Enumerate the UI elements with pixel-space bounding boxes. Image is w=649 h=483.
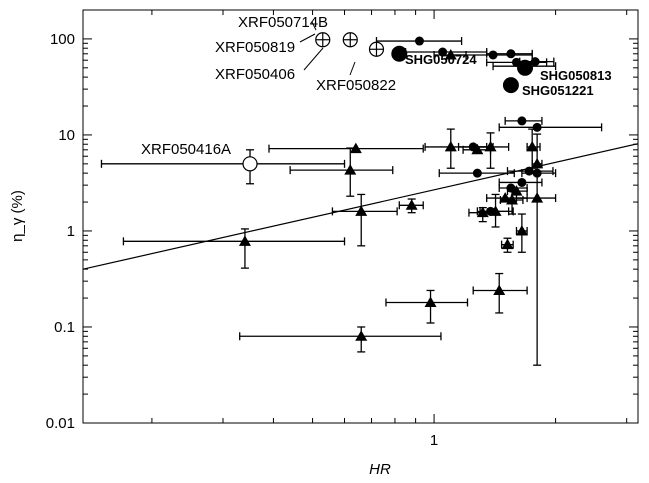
annotation-label: XRF050819 <box>215 39 295 56</box>
annotation-pointer <box>349 61 356 76</box>
data-point-triangle <box>405 199 418 210</box>
annotation-label: SHG050724 <box>405 52 477 67</box>
data-point-triangle <box>515 224 528 236</box>
data-point-shg <box>391 45 408 62</box>
y-tick-label: 0.1 <box>54 319 75 336</box>
fit-line <box>82 143 639 270</box>
data-point-triangle <box>531 192 544 203</box>
data-point-circle <box>438 47 448 57</box>
annotation-pointer <box>311 21 317 31</box>
annotation-label: SHG051221 <box>522 83 594 98</box>
data-point-triangle <box>526 140 539 152</box>
annotation-label: SHG050813 <box>540 68 612 83</box>
data-point-triangle <box>493 284 506 295</box>
y-tick-label: 100 <box>50 31 75 48</box>
data-point-circle <box>532 122 542 132</box>
annotation-pointer <box>299 33 316 43</box>
data-point-triangle <box>344 164 357 175</box>
y-axis-label: η_γ (%) <box>9 190 26 242</box>
data-point-triangle <box>444 140 457 152</box>
data-point-triangle <box>355 205 368 216</box>
data-point-triangle <box>355 330 368 341</box>
data-point-triangle <box>510 185 523 196</box>
data-point-triangle <box>238 235 251 246</box>
annotation-pointer <box>303 47 324 71</box>
annotation-label: XRF050714B <box>238 14 328 31</box>
data-point-circle <box>506 183 516 193</box>
data-point-shg <box>517 59 534 76</box>
data-point-shg <box>502 77 519 94</box>
data-point-triangle <box>531 157 544 169</box>
data-point-triangle <box>506 194 519 205</box>
data-point-xrf <box>242 156 258 172</box>
data-point-circle <box>472 168 482 178</box>
data-point-triangle <box>471 143 484 155</box>
data-point-circle <box>517 177 527 187</box>
data-point-triangle <box>484 140 497 152</box>
y-tick-label: 0.01 <box>46 415 75 432</box>
x-axis-label: HR <box>369 461 391 478</box>
data-point-triangle <box>424 296 437 307</box>
data-point-circle <box>414 36 424 46</box>
data-point-circle <box>530 57 540 67</box>
x-tick-label: 1 <box>430 432 438 449</box>
plot-frame <box>82 9 639 424</box>
annotation-label: XRF050822 <box>316 77 396 94</box>
annotation-label: XRF050406 <box>215 66 295 83</box>
data-point-triangle <box>501 238 514 250</box>
annotation-label: XRF050416A <box>141 141 231 158</box>
y-tick-label: 10 <box>58 127 75 144</box>
data-point-triangle <box>444 48 457 60</box>
data-point-circle <box>517 116 527 126</box>
data-point-circle <box>506 49 516 59</box>
data-point-circle <box>488 50 498 60</box>
data-point-triangle <box>489 205 502 216</box>
y-tick-label: 1 <box>67 223 75 240</box>
data-point-triangle <box>349 142 362 154</box>
